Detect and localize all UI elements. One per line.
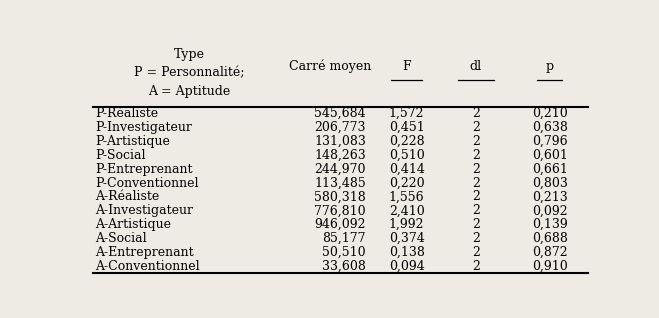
Text: 0,220: 0,220 [389, 176, 424, 190]
Text: A-Conventionnel: A-Conventionnel [95, 260, 200, 273]
Text: A-Artistique: A-Artistique [95, 218, 171, 231]
Text: P-Conventionnel: P-Conventionnel [95, 176, 198, 190]
Text: A-Entreprenant: A-Entreprenant [95, 246, 194, 259]
Text: 0,414: 0,414 [389, 163, 424, 176]
Text: P = Personnalité;: P = Personnalité; [134, 66, 245, 79]
Text: F: F [403, 60, 411, 73]
Text: P-Social: P-Social [95, 149, 146, 162]
Text: 50,510: 50,510 [322, 246, 366, 259]
Text: 148,263: 148,263 [314, 149, 366, 162]
Text: A-Investigateur: A-Investigateur [95, 204, 193, 217]
Text: 0,638: 0,638 [532, 121, 567, 134]
Text: 0,601: 0,601 [532, 149, 567, 162]
Text: A-Social: A-Social [95, 232, 147, 245]
Text: 131,083: 131,083 [314, 135, 366, 148]
Text: dl: dl [470, 60, 482, 73]
Text: 206,773: 206,773 [314, 121, 366, 134]
Text: 0,451: 0,451 [389, 121, 424, 134]
Text: 1,992: 1,992 [389, 218, 424, 231]
Text: Type: Type [174, 48, 205, 61]
Text: 2: 2 [472, 190, 480, 204]
Text: 0,510: 0,510 [389, 149, 424, 162]
Text: 2: 2 [472, 121, 480, 134]
Text: 2: 2 [472, 135, 480, 148]
Text: 0,374: 0,374 [389, 232, 424, 245]
Text: A = Aptitude: A = Aptitude [148, 85, 231, 98]
Text: 2: 2 [472, 149, 480, 162]
Text: 0,138: 0,138 [389, 246, 424, 259]
Text: 2: 2 [472, 204, 480, 217]
Text: 33,608: 33,608 [322, 260, 366, 273]
Text: 0,092: 0,092 [532, 204, 567, 217]
Text: 2: 2 [472, 246, 480, 259]
Text: 0,210: 0,210 [532, 107, 567, 120]
Text: P-Entreprenant: P-Entreprenant [95, 163, 192, 176]
Text: 1,556: 1,556 [389, 190, 424, 204]
Text: 0,661: 0,661 [532, 163, 567, 176]
Text: 85,177: 85,177 [322, 232, 366, 245]
Text: 776,810: 776,810 [314, 204, 366, 217]
Text: p: p [546, 60, 554, 73]
Text: 946,092: 946,092 [314, 218, 366, 231]
Text: P-Réaliste: P-Réaliste [95, 107, 158, 120]
Text: 2: 2 [472, 232, 480, 245]
Text: 2: 2 [472, 260, 480, 273]
Text: A-Réaliste: A-Réaliste [95, 190, 159, 204]
Text: 0,213: 0,213 [532, 190, 567, 204]
Text: 2: 2 [472, 176, 480, 190]
Text: 0,910: 0,910 [532, 260, 567, 273]
Text: 0,094: 0,094 [389, 260, 424, 273]
Text: 2: 2 [472, 107, 480, 120]
Text: 545,684: 545,684 [314, 107, 366, 120]
Text: 0,688: 0,688 [532, 232, 567, 245]
Text: P-Investigateur: P-Investigateur [95, 121, 192, 134]
Text: P-Artistique: P-Artistique [95, 135, 170, 148]
Text: 2: 2 [472, 163, 480, 176]
Text: 244,970: 244,970 [314, 163, 366, 176]
Text: 580,318: 580,318 [314, 190, 366, 204]
Text: 113,485: 113,485 [314, 176, 366, 190]
Text: 2,410: 2,410 [389, 204, 424, 217]
Text: Carré moyen: Carré moyen [289, 59, 371, 73]
Text: 1,572: 1,572 [389, 107, 424, 120]
Text: 0,796: 0,796 [532, 135, 567, 148]
Text: 0,872: 0,872 [532, 246, 567, 259]
Text: 0,803: 0,803 [532, 176, 567, 190]
Text: 0,139: 0,139 [532, 218, 567, 231]
Text: 2: 2 [472, 218, 480, 231]
Text: 0,228: 0,228 [389, 135, 424, 148]
